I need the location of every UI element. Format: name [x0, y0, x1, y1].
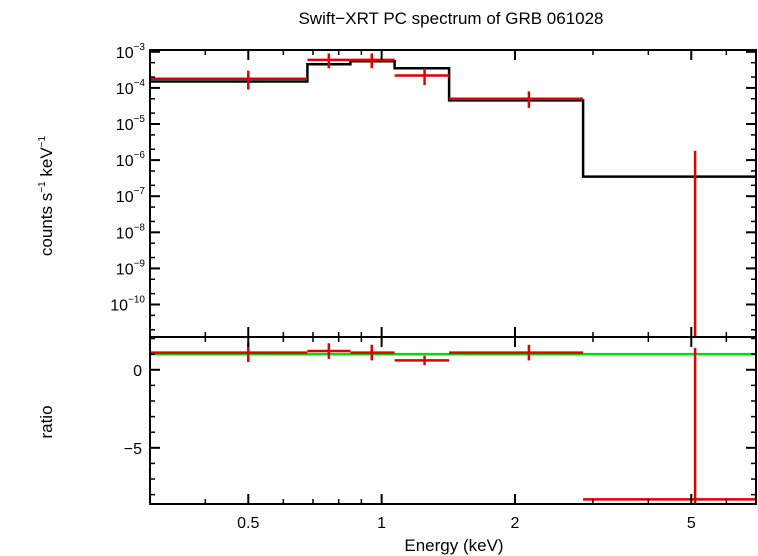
top-ytick-label: 10−4 — [116, 78, 146, 98]
ylabel-base: counts s — [37, 193, 56, 256]
top-ytick-exp: −5 — [134, 114, 146, 125]
bottom-panel-ylabel: ratio — [37, 405, 56, 438]
top-ytick-base: 10 — [116, 225, 134, 242]
chart-title: Swift−XRT PC spectrum of GRB 061028 — [298, 9, 603, 28]
top-ytick-base: 10 — [116, 153, 134, 170]
top-ytick-exp: −3 — [134, 42, 146, 53]
top-ytick-exp: −10 — [128, 295, 145, 306]
top-data-point — [350, 53, 395, 69]
top-ytick-exp: −7 — [134, 186, 146, 197]
top-data-point — [394, 68, 450, 86]
xtick-label: 0.5 — [237, 515, 259, 532]
ratio-ytick-label: 0 — [133, 363, 142, 380]
top-ytick-base: 10 — [116, 189, 134, 206]
top-ytick-label: 10−7 — [116, 186, 146, 206]
top-ytick-base: 10 — [116, 45, 134, 62]
top-ytick-label: 10−6 — [116, 150, 146, 170]
top-ytick-exp: −4 — [134, 78, 146, 89]
top-data-point — [150, 70, 308, 90]
xtick-label: 5 — [687, 515, 696, 532]
xtick-label: 1 — [377, 515, 386, 532]
top-panel-frame — [149, 49, 757, 338]
model-histogram — [150, 59, 756, 178]
ratio-data-point — [449, 344, 584, 361]
top-ytick-label: 10−5 — [116, 114, 146, 134]
top-ytick-base: 10 — [116, 261, 134, 278]
top-ytick-exp: −9 — [134, 258, 146, 269]
plot-layer: 10−310−410−510−610−710−810−910−100−50.5 1… — [110, 42, 757, 532]
top-ytick-label: 10−10 — [110, 295, 145, 315]
ratio-data-point — [307, 343, 351, 359]
top-ytick-label: 10−3 — [116, 42, 146, 62]
xtick-label: 2 — [511, 515, 520, 532]
top-ytick-exp: −6 — [134, 150, 146, 161]
ylabel-exp2: −1 — [37, 135, 48, 147]
top-ytick-label: 10−9 — [116, 258, 146, 278]
top-ytick-exp: −8 — [134, 222, 146, 233]
ylabel-mid: keV — [37, 147, 56, 182]
x-axis-label: Energy (keV) — [404, 536, 503, 555]
top-data-point — [307, 53, 351, 69]
top-ytick-label: 10−8 — [116, 222, 146, 242]
top-ytick-base: 10 — [116, 81, 134, 98]
top-ytick-base: 10 — [110, 298, 128, 315]
ratio-ytick-label: −5 — [124, 441, 142, 458]
ratio-data-point — [350, 344, 395, 361]
ylabel-exp1: −1 — [37, 181, 48, 193]
ratio-data-point — [394, 355, 450, 366]
top-panel-ylabel: counts s−1 keV−1 — [37, 135, 56, 256]
top-data-point — [449, 91, 584, 108]
ratio-data-point — [583, 347, 756, 504]
bottom-panel-frame — [149, 336, 757, 505]
ratio-data-point — [150, 343, 308, 362]
top-ytick-base: 10 — [116, 117, 134, 134]
